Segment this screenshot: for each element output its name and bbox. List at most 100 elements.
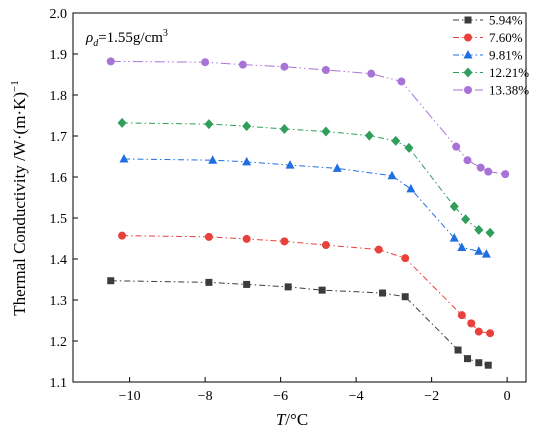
x-axis-label: T/°C [276,410,308,429]
data-point [284,283,292,291]
data-point [401,254,410,263]
data-point [201,58,210,67]
legend-marker [463,50,473,59]
data-point [243,280,251,288]
data-point [106,57,115,66]
data-point [484,167,493,176]
data-point [474,224,484,235]
y-tick-label: 1.6 [50,171,68,186]
axis-ticks: −10 −8 −6 −4 −2 0 1.1 1.2 1.3 1.4 1.5 1.6 1.7 1.8 1.9 2… [50,7,511,404]
legend-label: 13.38% [489,83,529,98]
data-point [374,245,383,254]
data-point [474,327,483,336]
x-tick-label: −2 [424,389,439,404]
data-point [486,329,495,338]
x-tick-label: −8 [198,389,213,404]
x-tick-label: 0 [504,389,511,404]
data-point [119,153,129,163]
series-1 [107,277,492,369]
series-line [123,158,487,255]
data-point [501,170,510,179]
data-point [364,130,374,141]
series-layer [106,57,510,369]
legend-marker [464,33,472,42]
data-point [485,227,495,238]
data-point [208,155,218,164]
y-axis-label: Thermal Conductivity /W·(m·K)−1 [9,80,29,316]
series-3 [119,153,491,258]
data-point [321,126,331,137]
data-point [238,60,247,69]
data-point [318,286,326,294]
legend-item: 5.94% [453,13,523,28]
legend-label: 5.94% [489,13,523,28]
data-point [406,183,416,193]
y-tick-label: 1.5 [50,212,68,227]
data-point [463,156,472,165]
data-point [204,232,213,241]
density-annotation: ρd=1.55g/cm3 [85,28,168,49]
series-line [110,280,489,366]
legend-item: 12.21% [453,65,529,80]
legend: 5.94% 7.60% 9.81% 12.21% 13.38% [453,13,529,98]
data-point [401,293,409,301]
data-point [461,214,471,225]
data-point [397,77,406,86]
y-tick-label: 1.9 [50,48,68,63]
series-line [110,60,506,175]
data-point [449,233,459,242]
data-point [457,311,466,320]
data-point [280,237,289,246]
data-point [242,121,252,132]
series-2 [118,231,495,338]
legend-label: 7.60% [489,30,523,45]
data-point [107,277,115,285]
y-tick-label: 1.7 [50,130,68,145]
data-point [449,201,459,212]
data-point [457,242,467,252]
data-point [279,124,289,135]
y-tick-label: 1.8 [50,89,68,104]
legend-marker [464,86,472,94]
data-point [332,163,342,172]
y-tick-label: 1.2 [50,335,68,350]
legend-item: 13.38% [453,83,529,98]
y-tick-label: 1.4 [50,253,68,268]
data-point [321,65,330,74]
data-point [242,156,252,166]
legend-label: 12.21% [489,65,529,80]
data-point [242,234,251,243]
x-tick-label: −10 [119,389,141,404]
data-point [280,62,289,71]
data-point [475,359,483,367]
y-tick-label: 1.3 [50,294,68,309]
data-point [118,231,127,240]
legend-label: 9.81% [489,48,523,63]
legend-marker [464,16,472,24]
series-line [122,235,491,334]
data-point [404,142,414,153]
data-point [463,355,471,363]
data-point [474,246,484,255]
data-point [476,163,485,172]
y-tick-label: 2.0 [50,7,68,22]
data-point [379,289,387,297]
data-point [481,249,491,258]
data-point [285,160,295,169]
data-point [484,361,492,369]
x-tick-label: −4 [349,389,364,404]
data-point [321,241,330,250]
series-4 [117,117,495,238]
data-point [367,69,376,78]
y-tick-label: 1.1 [50,376,68,391]
plot-frame [72,12,527,383]
legend-marker [463,67,473,78]
data-point [452,142,461,151]
data-point [117,117,127,128]
data-point [391,135,401,146]
data-point [454,346,462,354]
x-tick-label: −6 [273,389,288,404]
data-point [204,119,214,130]
legend-item: 9.81% [453,48,523,63]
data-point [467,319,476,328]
